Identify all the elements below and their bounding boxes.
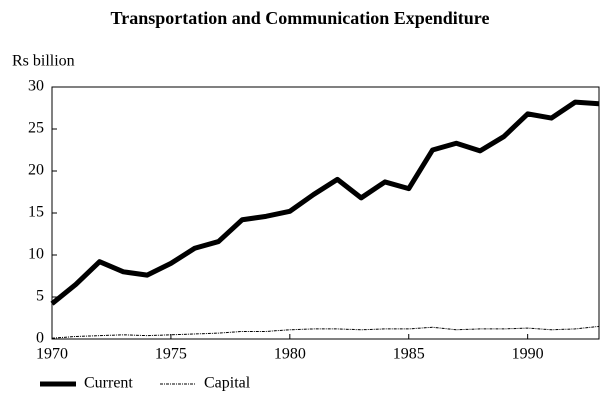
y-tick-label: 25 bbox=[28, 120, 44, 137]
y-tick-label: 10 bbox=[28, 246, 44, 263]
x-tick-label: 1970 bbox=[36, 346, 68, 363]
y-tick-label: 30 bbox=[28, 78, 44, 95]
y-tick-label: 20 bbox=[28, 162, 44, 179]
x-tick-label: 1975 bbox=[155, 346, 187, 363]
series-line bbox=[50, 99, 600, 306]
chart-title: Transportation and Communication Expendi… bbox=[111, 8, 490, 28]
y-tick-label: 0 bbox=[36, 330, 44, 347]
x-tick-label: 1980 bbox=[274, 346, 306, 363]
y-tick-label: 5 bbox=[36, 288, 44, 305]
x-tick-label: 1990 bbox=[512, 346, 544, 363]
legend-label: Capital bbox=[204, 375, 251, 392]
y-axis-label: Rs billion bbox=[12, 53, 75, 70]
x-tick-label: 1985 bbox=[393, 346, 425, 363]
series-line bbox=[51, 325, 600, 339]
legend-label: Current bbox=[84, 375, 133, 392]
y-tick-label: 15 bbox=[28, 204, 44, 221]
